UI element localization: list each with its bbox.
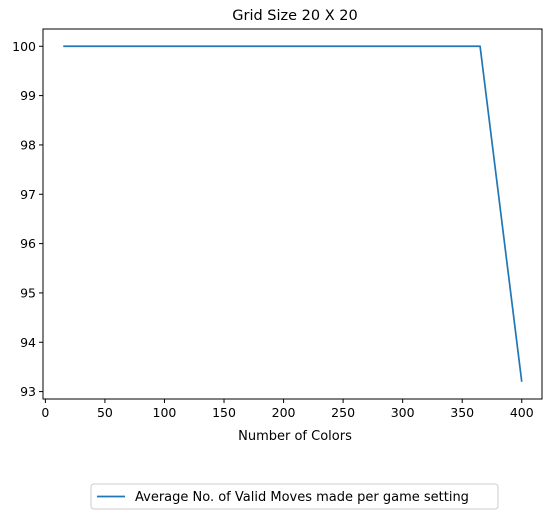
legend-frame <box>90 483 499 510</box>
x-tick-label: 100 <box>153 405 177 420</box>
x-tick-label: 150 <box>212 405 236 420</box>
series-line <box>63 45 523 382</box>
x-tick-label: 250 <box>331 405 355 420</box>
x-tick-label: 50 <box>97 405 113 420</box>
y-axis: 93 94 95 96 97 98 99 100 <box>12 39 43 399</box>
x-axis-label: Number of Colors <box>238 429 352 444</box>
y-tick-label: 98 <box>20 137 36 152</box>
x-tick-label: 0 <box>41 405 49 420</box>
x-tick-label: 200 <box>272 405 296 420</box>
series-layer <box>63 45 523 382</box>
plot-frame <box>42 28 543 400</box>
y-tick-label: 100 <box>12 39 36 54</box>
x-axis: 0 50 100 150 200 250 300 350 400 <box>41 399 534 420</box>
y-tick-label: 93 <box>20 384 36 399</box>
y-tick-label: 99 <box>20 88 36 103</box>
y-tick-label: 97 <box>20 187 36 202</box>
legend-label: Average No. of Valid Moves made per game… <box>135 490 469 505</box>
legend: Average No. of Valid Moves made per game… <box>90 483 499 510</box>
y-tick-label: 95 <box>20 285 36 300</box>
x-tick-label: 350 <box>450 405 474 420</box>
y-tick-label: 94 <box>20 335 36 350</box>
chart-title: Grid Size 20 X 20 <box>232 8 357 24</box>
x-tick-label: 300 <box>391 405 415 420</box>
y-tick-label: 96 <box>20 236 36 251</box>
x-tick-label: 400 <box>510 405 534 420</box>
